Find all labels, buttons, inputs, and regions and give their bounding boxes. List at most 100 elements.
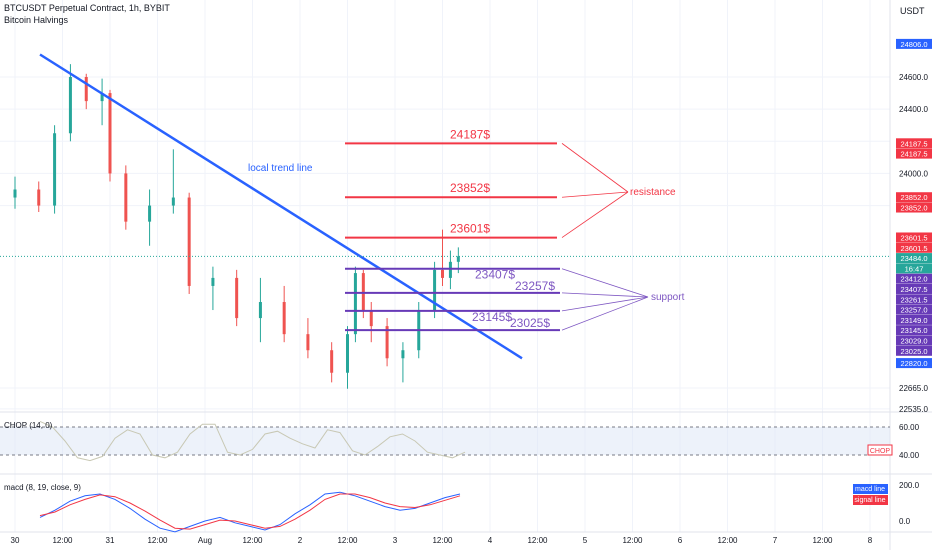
price-badge — [896, 283, 932, 294]
price-badge — [896, 242, 932, 253]
chop-tick-label: 40.00 — [899, 451, 920, 460]
support-levels: 23407$23257$ 23145$23025$ support — [345, 267, 685, 332]
price-badge-label: 23145.0 — [900, 326, 927, 335]
chop-badge-label: CHOP — [870, 448, 891, 455]
candle-body — [13, 189, 17, 198]
price-tick-label: 22535.0 — [899, 405, 928, 414]
support-label: support — [651, 292, 685, 303]
price-badge — [896, 263, 932, 274]
support-pointer — [561, 268, 649, 298]
price-badge-label: 22820.0 — [900, 359, 927, 368]
support-pointer — [561, 292, 649, 298]
candle-body — [171, 197, 175, 206]
chop-pane: CHOP (14, 0) 60.00 40.00 CHOP — [0, 420, 920, 462]
time-tick-label: 12:00 — [242, 536, 263, 545]
price-badge — [896, 148, 932, 159]
time-tick-label: 12:00 — [432, 536, 453, 545]
price-badge — [896, 335, 932, 346]
candle-body — [282, 302, 286, 335]
price-badge-label: 24187.5 — [900, 139, 927, 148]
time-tick-label: 3 — [393, 536, 398, 545]
time-tick-label: 12:00 — [717, 536, 738, 545]
price-badge-label: 23852.0 — [900, 204, 927, 213]
time-tick-label: 12:00 — [527, 536, 548, 545]
price-tick-label: 22665.0 — [899, 384, 928, 393]
candle-body — [330, 350, 334, 373]
candle-body — [441, 269, 444, 278]
time-tick-label: 30 — [11, 536, 20, 545]
candle-body — [235, 277, 239, 319]
price-badge — [896, 202, 932, 213]
price-badge — [896, 192, 932, 203]
candle-body — [385, 326, 389, 359]
price-badge-label: 24187.5 — [900, 150, 927, 159]
candle-body — [369, 310, 373, 327]
price-badge-label: 23601.5 — [900, 233, 927, 242]
candle-body — [306, 334, 310, 351]
macd-tick-label: 200.0 — [899, 481, 920, 490]
symbol-title: BTCUSDT Perpetual Contract, 1h, BYBIT — [4, 3, 170, 13]
macd-line — [39, 491, 461, 533]
price-badge-label: 23149.0 — [900, 316, 927, 325]
price-badge-label: 23412.0 — [900, 275, 927, 284]
time-tick-label: 8 — [868, 536, 873, 545]
price-badge-label: 23257.0 — [900, 306, 927, 315]
candle-body — [53, 133, 57, 206]
chop-series-label: CHOP (14, 0) — [4, 421, 53, 430]
time-tick-label: 12:00 — [622, 536, 643, 545]
candle-body — [401, 350, 405, 359]
time-tick-label: 2 — [298, 536, 303, 545]
candle-body — [353, 273, 357, 335]
chop-band — [0, 427, 890, 455]
resistance-level-label: 24187$ — [450, 127, 490, 141]
chop-series-line — [39, 420, 466, 462]
time-tick-label: 12:00 — [147, 536, 168, 545]
price-badge-label: 23407.5 — [900, 285, 927, 294]
price-badge — [896, 38, 932, 49]
trend-line-label: local trend line — [248, 163, 313, 174]
time-tick-label: 12:00 — [52, 536, 73, 545]
signal-line — [39, 493, 461, 530]
price-badge — [896, 253, 932, 264]
resistance-pointer — [561, 143, 629, 193]
price-badge-label: 16:47 — [905, 264, 924, 273]
resistance-pointer — [561, 191, 629, 238]
price-badge — [896, 294, 932, 305]
price-badge-label: 23029.0 — [900, 336, 927, 345]
price-badges: 24806.0 24187.5 24187.5 23852.0 23852.0 23601… — [896, 38, 932, 369]
price-badge-label: 23601.5 — [900, 244, 927, 253]
macd-legend-label: signal line — [854, 497, 885, 504]
time-tick-label: 7 — [773, 536, 778, 545]
price-badge — [896, 325, 932, 336]
price-badge — [896, 345, 932, 356]
price-badge — [896, 304, 932, 315]
candle-body — [124, 173, 128, 222]
candle-body — [37, 189, 41, 206]
candle-body — [148, 205, 152, 222]
price-badge — [896, 314, 932, 325]
price-tick-label: 24600.0 — [899, 73, 928, 82]
candle-body — [211, 277, 215, 286]
chop-tick-label: 60.00 — [899, 423, 920, 432]
time-tick-label: 5 — [583, 536, 588, 545]
candle-body — [361, 273, 365, 311]
candle-body — [108, 93, 112, 174]
candle-body — [84, 77, 88, 102]
candle-body — [187, 197, 191, 286]
candle-body — [100, 93, 104, 102]
candle-body — [258, 302, 262, 319]
macd-legend-badge — [853, 484, 888, 494]
time-tick-label: Aug — [198, 536, 212, 545]
candle-body — [448, 261, 452, 278]
trend-line — [39, 53, 523, 360]
resistance-level-label: 23852$ — [450, 181, 490, 195]
time-tick-label: 4 — [488, 536, 493, 545]
indicator-title: Bitcoin Halvings — [4, 15, 69, 25]
candle-body — [433, 269, 437, 311]
macd-legend-badge — [853, 495, 888, 505]
price-badge — [896, 138, 932, 149]
time-tick-label: 31 — [106, 536, 115, 545]
price-badge — [896, 232, 932, 243]
price-tick-label: 24400.0 — [899, 105, 928, 114]
